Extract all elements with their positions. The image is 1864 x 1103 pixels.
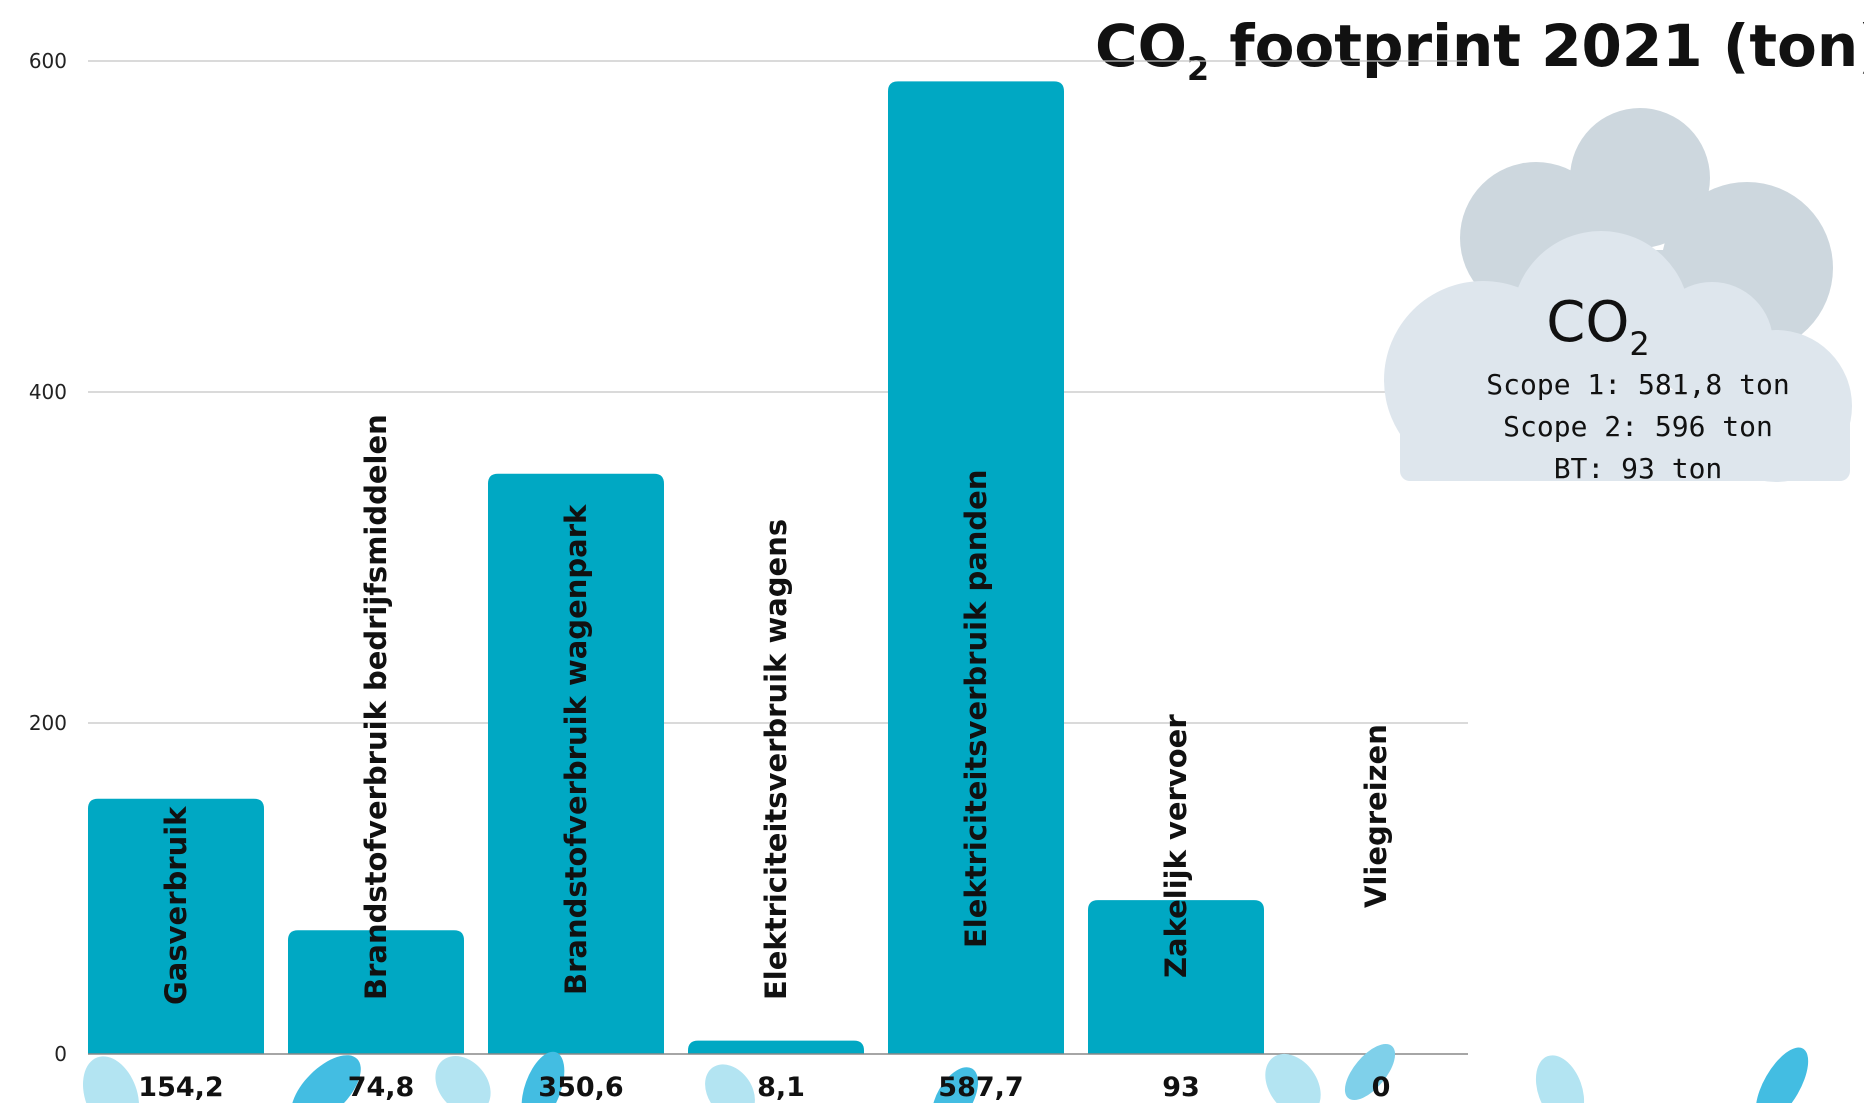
bar [888, 81, 1064, 1054]
bar-category-label: Zakelijk vervoer [1159, 714, 1193, 978]
cloud-title: CO2 [1546, 290, 1650, 363]
cloud-scope2: Scope 2: 596 ton [1503, 410, 1773, 443]
water-drop-icon [705, 1064, 755, 1103]
co2-cloud: CO2 Scope 1: 581,8 ton Scope 2: 596 ton … [1384, 108, 1852, 485]
bar-category-label: Vliegreizen [1359, 724, 1393, 908]
bar-category-label: Elektriciteitsverbruik wagens [759, 519, 793, 1000]
bar-value-label: 74,8 [348, 1072, 415, 1103]
bar [88, 798, 264, 1054]
cloud-bt: BT: 93 ton [1554, 452, 1723, 485]
bar-value-label: 154,2 [138, 1072, 223, 1103]
bar-value-label: 587,7 [938, 1072, 1023, 1103]
y-tick-label: 600 [29, 49, 67, 73]
y-tick-label: 200 [29, 711, 67, 735]
bar-category-label: Brandstofverbruik bedrijfsmiddelen [359, 414, 393, 1000]
water-drop-icon [521, 1051, 565, 1103]
y-axis-ticks: 0 200 400 600 [29, 49, 67, 1066]
water-drop-icon [1755, 1047, 1809, 1103]
bar-value-label: 0 [1372, 1072, 1391, 1103]
y-tick-label: 0 [54, 1042, 67, 1066]
bar-category-label: Brandstofverbruik wagenpark [559, 504, 593, 995]
water-drop-icon [435, 1056, 491, 1103]
bar-value-label: 350,6 [538, 1072, 623, 1103]
chart-title: CO2 footprint 2021 (ton) [1095, 12, 1864, 88]
gridlines [88, 60, 1468, 724]
bar [288, 930, 464, 1054]
bar-category-label: Elektriciteitsverbruik panden [959, 470, 993, 949]
bar-category-label: Gasverbruik [159, 806, 193, 1005]
bar [1088, 900, 1264, 1054]
decorative-drops [82, 1043, 1809, 1103]
bar-value-label: 93 [1162, 1072, 1200, 1103]
cloud-front-shape [1384, 231, 1852, 482]
bar [688, 1040, 864, 1054]
water-drop-icon [1265, 1053, 1321, 1103]
water-drop-icon [1344, 1043, 1396, 1101]
water-drop-icon [931, 1067, 979, 1103]
bars [88, 81, 1264, 1055]
y-tick-label: 400 [29, 380, 67, 404]
bar-labels: Gasverbruik Brandstofverbruik bedrijfsmid… [159, 414, 1393, 1005]
water-drop-icon [82, 1056, 140, 1103]
bar [488, 473, 664, 1055]
value-labels: 154,2 74,8 350,6 8,1 587,7 93 0 [138, 1072, 1390, 1103]
water-drop-icon [1535, 1055, 1585, 1103]
cloud-scope1: Scope 1: 581,8 ton [1486, 368, 1789, 401]
water-drop-icon [291, 1055, 361, 1103]
bar-value-label: 8,1 [757, 1072, 805, 1103]
